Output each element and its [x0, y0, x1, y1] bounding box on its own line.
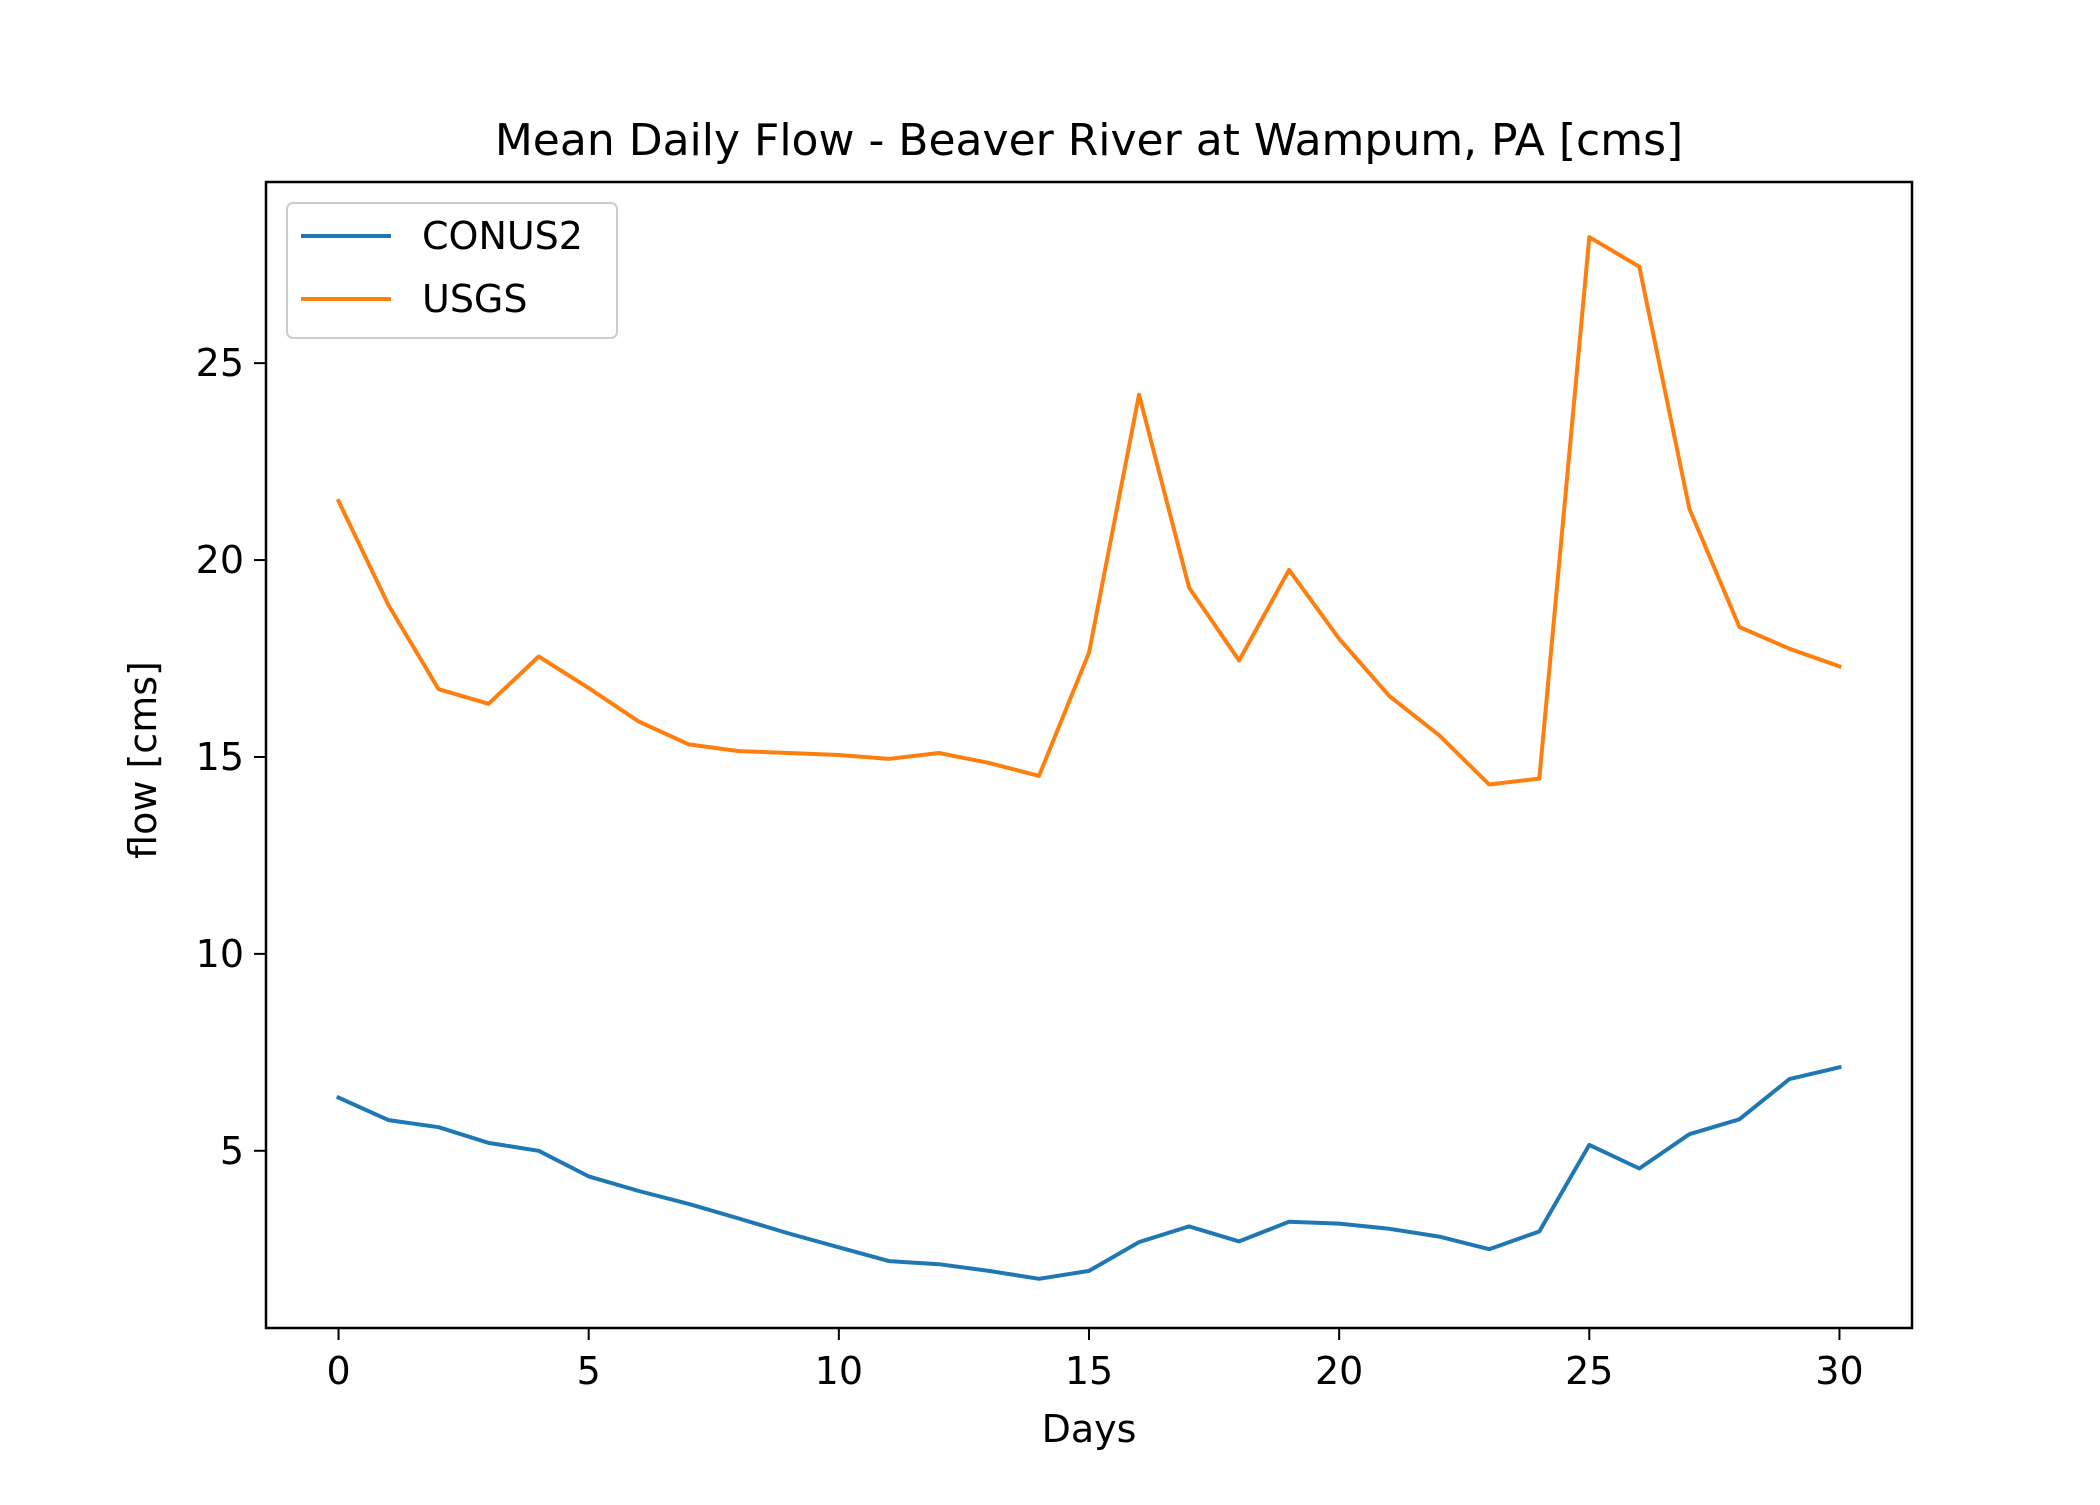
x-tick-label: 25: [1565, 1349, 1613, 1393]
x-tick-label: 0: [326, 1349, 350, 1393]
y-tick-label: 25: [196, 341, 244, 385]
y-tick-label: 10: [196, 932, 244, 976]
x-tick-label: 30: [1815, 1349, 1863, 1393]
y-tick-label: 5: [220, 1129, 244, 1173]
x-tick-label: 5: [577, 1349, 601, 1393]
series-line-conus2: [335, 1064, 1842, 1281]
chart-title: Mean Daily Flow - Beaver River at Wampum…: [495, 115, 1683, 166]
x-tick-label: 20: [1315, 1349, 1363, 1393]
legend-label-conus2: CONUS2: [422, 214, 583, 258]
legend: CONUS2 USGS: [286, 202, 618, 339]
legend-label-usgs: USGS: [422, 277, 528, 321]
x-tick-label: 15: [1065, 1349, 1113, 1393]
y-axis-label: flow [cms]: [121, 661, 165, 859]
y-tick-label: 15: [196, 735, 244, 779]
series-line-usgs: [335, 235, 1843, 787]
y-tick-label: 20: [196, 538, 244, 582]
x-axis-label: Days: [1042, 1407, 1137, 1451]
x-tick-label: 10: [815, 1349, 863, 1393]
plot-area: 0 5 10 15 20 25 30 5 10 15 20 25 CONUS2 USGS: [196, 180, 1914, 1393]
